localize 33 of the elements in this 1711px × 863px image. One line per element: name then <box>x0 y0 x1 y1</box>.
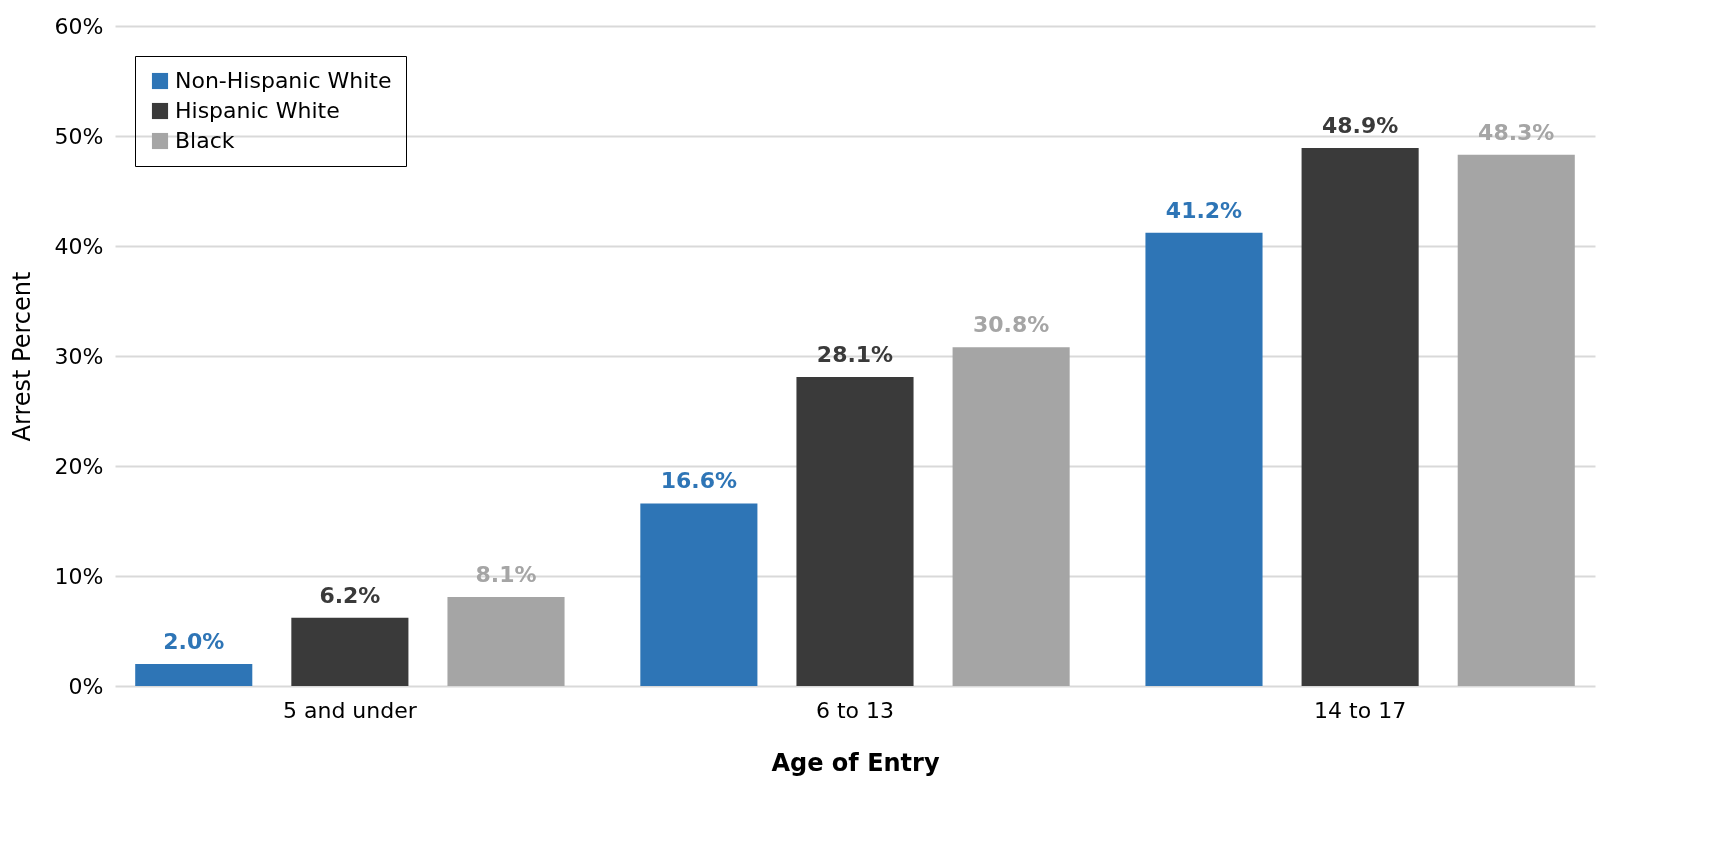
x-tick-label: 5 and under <box>282 697 418 723</box>
legend-label: Non-Hispanic White <box>175 68 392 93</box>
data-label: 2.0% <box>163 629 225 654</box>
bar <box>291 617 409 686</box>
data-label: 41.2% <box>1165 197 1243 223</box>
data-label: 48.3% <box>1478 119 1555 145</box>
x-tick-label: 14 to 17 <box>1314 697 1407 723</box>
data-label: 48.9% <box>1321 113 1399 139</box>
bar <box>1301 148 1419 686</box>
data-label: 28.1% <box>816 341 894 367</box>
bar <box>135 664 253 686</box>
y-tick-label: 30% <box>54 343 104 369</box>
y-tick-label: 60% <box>54 13 104 39</box>
data-label: 8.1% <box>475 561 537 587</box>
bar <box>640 503 758 686</box>
bar <box>447 596 565 686</box>
y-axis-title: Arrest Percent <box>7 271 36 442</box>
bar <box>952 347 1070 686</box>
y-tick-label: 10% <box>54 563 104 589</box>
bar <box>1145 232 1263 686</box>
data-label: 6.2% <box>319 582 381 608</box>
data-label: 30.8% <box>972 312 1050 338</box>
data-label: 16.6% <box>660 468 738 494</box>
y-tick-label: 0% <box>68 673 104 699</box>
x-axis-title: Age of Entry <box>771 748 940 777</box>
y-tick-label: 50% <box>54 123 104 149</box>
bar <box>796 376 914 686</box>
legend-label: Black <box>175 128 235 153</box>
y-tick-label: 20% <box>54 453 104 479</box>
bar <box>1457 154 1575 686</box>
legend-label: Hispanic White <box>175 98 340 123</box>
x-tick-label: 6 to 13 <box>815 697 895 723</box>
y-tick-label: 40% <box>54 233 104 259</box>
